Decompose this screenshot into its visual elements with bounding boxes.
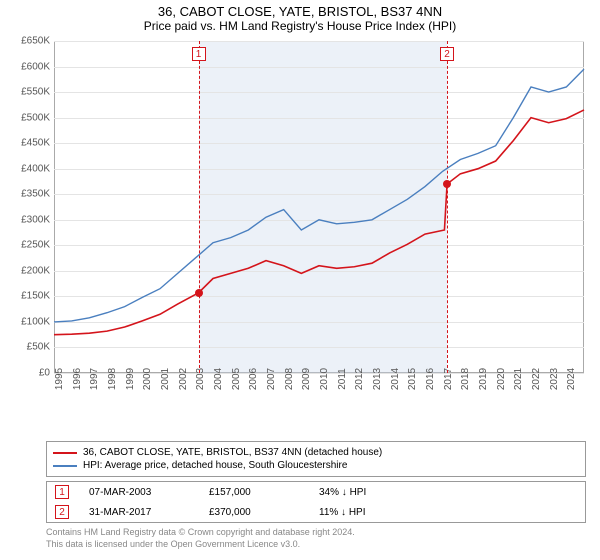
event-table: 1 07-MAR-2003 £157,000 34% ↓ HPI 2 31-MAR-201…: [46, 481, 586, 523]
series-property: [54, 110, 584, 335]
credit-line-1: Contains HM Land Registry data © Crown c…: [46, 527, 586, 539]
credit-text: Contains HM Land Registry data © Crown c…: [46, 527, 586, 550]
event-date: 07-MAR-2003: [89, 487, 189, 498]
chart-title: 36, CABOT CLOSE, YATE, BRISTOL, BS37 4NN: [0, 0, 600, 19]
legend-swatch: [53, 452, 77, 454]
legend-row: HPI: Average price, detached house, Sout…: [53, 459, 579, 472]
event-delta: 11% ↓ HPI: [319, 507, 366, 518]
line-series-svg: [8, 37, 592, 437]
legend-label: HPI: Average price, detached house, Sout…: [83, 460, 347, 471]
legend-label: 36, CABOT CLOSE, YATE, BRISTOL, BS37 4NN…: [83, 447, 382, 458]
event-row-marker: 1: [55, 485, 69, 499]
series-hpi: [54, 69, 584, 322]
legend-row: 36, CABOT CLOSE, YATE, BRISTOL, BS37 4NN…: [53, 446, 579, 459]
event-price: £157,000: [209, 487, 299, 498]
event-delta: 34% ↓ HPI: [319, 487, 366, 498]
legend-swatch: [53, 465, 77, 467]
chart-area: £0£50K£100K£150K£200K£250K£300K£350K£400…: [8, 37, 592, 437]
chart-subtitle: Price paid vs. HM Land Registry's House …: [0, 19, 600, 37]
credit-line-2: This data is licensed under the Open Gov…: [46, 539, 586, 551]
event-price: £370,000: [209, 507, 299, 518]
event-row-marker: 2: [55, 505, 69, 519]
event-date: 31-MAR-2017: [89, 507, 189, 518]
legend: 36, CABOT CLOSE, YATE, BRISTOL, BS37 4NN…: [46, 441, 586, 477]
event-row: 1 07-MAR-2003 £157,000 34% ↓ HPI: [47, 482, 585, 502]
event-row: 2 31-MAR-2017 £370,000 11% ↓ HPI: [47, 502, 585, 522]
